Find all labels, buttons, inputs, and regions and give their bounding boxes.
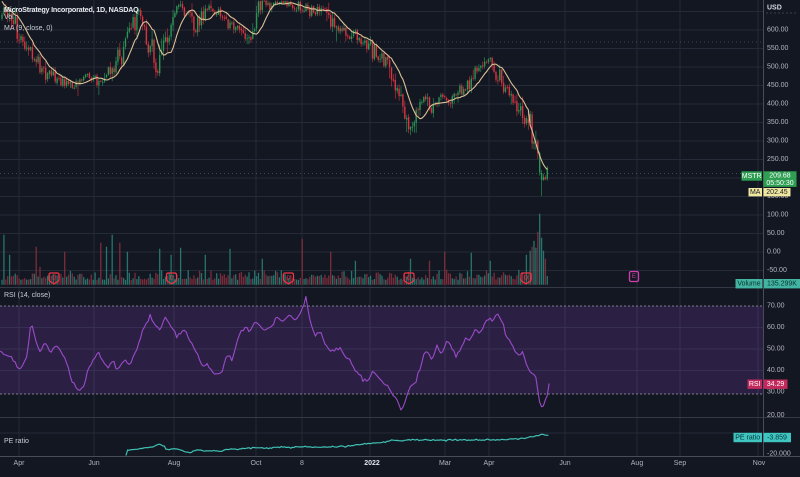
svg-text:D: D [407,276,411,282]
svg-text:Aug: Aug [168,460,181,467]
svg-text:Volume: Volume [737,281,760,288]
svg-text:300.00: 300.00 [767,138,789,145]
svg-text:D: D [170,276,174,282]
svg-text:70.00: 70.00 [767,303,785,310]
svg-text:2022: 2022 [364,460,380,467]
svg-text:D: D [52,276,56,282]
svg-text:400.00: 400.00 [767,101,789,108]
svg-text:250.00: 250.00 [767,156,789,163]
svg-text:D: D [524,276,528,282]
svg-text:350.00: 350.00 [767,119,789,126]
svg-text:Sep: Sep [674,460,687,467]
svg-text:550.00: 550.00 [767,45,789,52]
svg-text:Oct: Oct [251,460,262,467]
svg-text:RSI (14, close): RSI (14, close) [4,292,50,299]
svg-text:Jun: Jun [559,460,570,467]
svg-text:Vol: Vol [4,14,14,21]
svg-text:PE ratio: PE ratio [4,438,29,445]
svg-text:60.00: 60.00 [767,324,785,331]
svg-text:Aug: Aug [631,460,644,467]
svg-text:-3.859: -3.859 [767,434,787,441]
svg-text:50.00: 50.00 [767,346,785,353]
svg-text:-50.00: -50.00 [767,267,787,274]
svg-text:30.00: 30.00 [767,389,785,396]
svg-text:20.00: 20.00 [767,412,785,419]
svg-text:450.00: 450.00 [767,82,789,89]
svg-text:Jun: Jun [88,460,99,467]
svg-text:50.00: 50.00 [767,230,785,237]
svg-text:RSI: RSI [749,381,761,388]
svg-text:150.00: 150.00 [767,193,789,200]
svg-text:-20.000: -20.000 [767,451,791,458]
svg-text:600.00: 600.00 [767,27,789,34]
svg-text:PE ratio: PE ratio [735,434,760,441]
svg-text:MicroStrategy Incorporated, 1D: MicroStrategy Incorporated, 1D, NASDAQ [4,5,139,14]
svg-text:135.299K: 135.299K [767,281,797,288]
svg-text:100.00: 100.00 [767,212,789,219]
svg-text:209.68: 209.68 [769,172,791,179]
svg-text:Mar: Mar [439,460,452,467]
svg-text:MA: MA [750,189,761,196]
svg-text:MSTR: MSTR [742,173,762,180]
svg-text:40.00: 40.00 [767,367,785,374]
svg-text:Nov: Nov [753,460,766,467]
svg-text:0.00: 0.00 [767,249,781,256]
svg-text:Apr: Apr [484,460,496,467]
svg-text:D: D [287,276,291,282]
svg-text:USD: USD [767,5,782,12]
svg-text:500.00: 500.00 [767,64,789,71]
svg-text:05:50:30: 05:50:30 [766,180,793,187]
svg-text:8: 8 [300,460,304,467]
svg-text:E: E [632,274,636,280]
svg-text:34.29: 34.29 [767,381,785,388]
svg-text:MA (9, close, 0): MA (9, close, 0) [4,25,53,32]
svg-text:202.45: 202.45 [766,189,788,196]
svg-text:Apr: Apr [14,460,26,467]
